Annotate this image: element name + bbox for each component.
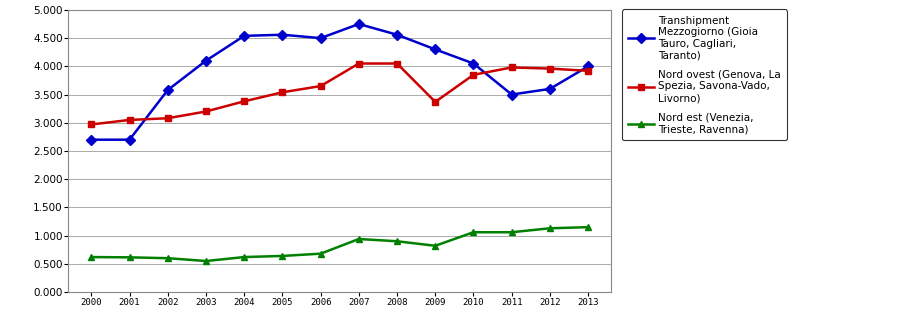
Transhipment
Mezzogiorno (Gioia
Tauro, Cagliari,
Taranto) xyxy=(467,61,478,65)
Transhipment
Mezzogiorno (Gioia
Tauro, Cagliari,
Taranto) xyxy=(124,138,135,142)
Nord ovest (Genova, La
Spezia, Savona-Vado,
Livorno) xyxy=(582,69,593,73)
Nord est (Venezia,
Trieste, Ravenna) xyxy=(200,259,211,263)
Transhipment
Mezzogiorno (Gioia
Tauro, Cagliari,
Taranto) xyxy=(353,22,363,26)
Nord est (Venezia,
Trieste, Ravenna) xyxy=(353,237,363,241)
Nord est (Venezia,
Trieste, Ravenna) xyxy=(277,254,288,258)
Nord est (Venezia,
Trieste, Ravenna) xyxy=(467,230,478,234)
Transhipment
Mezzogiorno (Gioia
Tauro, Cagliari,
Taranto) xyxy=(429,48,440,51)
Transhipment
Mezzogiorno (Gioia
Tauro, Cagliari,
Taranto) xyxy=(506,93,517,97)
Line: Nord est (Venezia,
Trieste, Ravenna): Nord est (Venezia, Trieste, Ravenna) xyxy=(87,224,591,264)
Nord ovest (Genova, La
Spezia, Savona-Vado,
Livorno) xyxy=(353,61,363,65)
Nord ovest (Genova, La
Spezia, Savona-Vado,
Livorno) xyxy=(315,84,326,88)
Nord ovest (Genova, La
Spezia, Savona-Vado,
Livorno) xyxy=(467,73,478,77)
Nord est (Venezia,
Trieste, Ravenna) xyxy=(429,244,440,248)
Nord est (Venezia,
Trieste, Ravenna) xyxy=(124,255,135,259)
Nord ovest (Genova, La
Spezia, Savona-Vado,
Livorno) xyxy=(239,99,250,103)
Legend: Transhipment
Mezzogiorno (Gioia
Tauro, Cagliari,
Taranto), Nord ovest (Genova, L: Transhipment Mezzogiorno (Gioia Tauro, C… xyxy=(621,10,786,140)
Transhipment
Mezzogiorno (Gioia
Tauro, Cagliari,
Taranto) xyxy=(582,64,593,68)
Transhipment
Mezzogiorno (Gioia
Tauro, Cagliari,
Taranto) xyxy=(544,87,555,91)
Nord est (Venezia,
Trieste, Ravenna) xyxy=(315,252,326,256)
Nord ovest (Genova, La
Spezia, Savona-Vado,
Livorno) xyxy=(391,61,402,65)
Nord ovest (Genova, La
Spezia, Savona-Vado,
Livorno) xyxy=(429,100,440,104)
Nord est (Venezia,
Trieste, Ravenna) xyxy=(391,239,402,243)
Nord ovest (Genova, La
Spezia, Savona-Vado,
Livorno) xyxy=(200,110,211,114)
Nord ovest (Genova, La
Spezia, Savona-Vado,
Livorno) xyxy=(277,90,288,94)
Nord est (Venezia,
Trieste, Ravenna) xyxy=(239,255,250,259)
Nord est (Venezia,
Trieste, Ravenna) xyxy=(582,225,593,229)
Nord ovest (Genova, La
Spezia, Savona-Vado,
Livorno) xyxy=(124,118,135,122)
Nord ovest (Genova, La
Spezia, Savona-Vado,
Livorno) xyxy=(86,122,97,126)
Nord ovest (Genova, La
Spezia, Savona-Vado,
Livorno) xyxy=(544,67,555,71)
Transhipment
Mezzogiorno (Gioia
Tauro, Cagliari,
Taranto) xyxy=(391,33,402,37)
Nord est (Venezia,
Trieste, Ravenna) xyxy=(162,256,173,260)
Nord est (Venezia,
Trieste, Ravenna) xyxy=(544,226,555,230)
Transhipment
Mezzogiorno (Gioia
Tauro, Cagliari,
Taranto) xyxy=(162,88,173,92)
Nord ovest (Genova, La
Spezia, Savona-Vado,
Livorno) xyxy=(506,65,517,69)
Transhipment
Mezzogiorno (Gioia
Tauro, Cagliari,
Taranto) xyxy=(277,33,288,37)
Transhipment
Mezzogiorno (Gioia
Tauro, Cagliari,
Taranto) xyxy=(239,34,250,38)
Line: Nord ovest (Genova, La
Spezia, Savona-Vado,
Livorno): Nord ovest (Genova, La Spezia, Savona-Va… xyxy=(87,60,591,128)
Line: Transhipment
Mezzogiorno (Gioia
Tauro, Cagliari,
Taranto): Transhipment Mezzogiorno (Gioia Tauro, C… xyxy=(87,20,591,143)
Transhipment
Mezzogiorno (Gioia
Tauro, Cagliari,
Taranto) xyxy=(86,138,97,142)
Transhipment
Mezzogiorno (Gioia
Tauro, Cagliari,
Taranto) xyxy=(315,36,326,40)
Nord ovest (Genova, La
Spezia, Savona-Vado,
Livorno) xyxy=(162,116,173,120)
Transhipment
Mezzogiorno (Gioia
Tauro, Cagliari,
Taranto) xyxy=(200,59,211,63)
Nord est (Venezia,
Trieste, Ravenna) xyxy=(506,230,517,234)
Nord est (Venezia,
Trieste, Ravenna) xyxy=(86,255,97,259)
